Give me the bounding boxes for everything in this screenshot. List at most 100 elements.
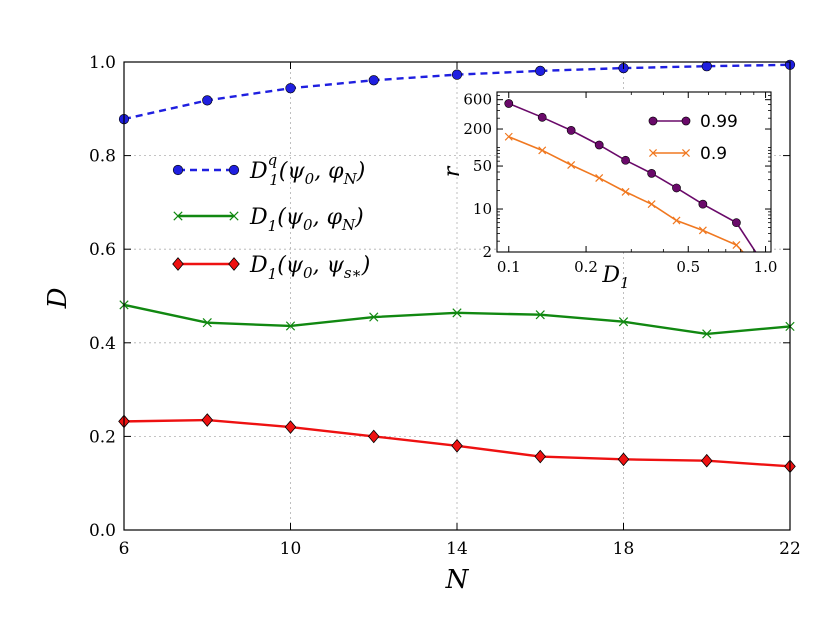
inset-data-point-1 (732, 240, 741, 249)
series-line-1 (123, 303, 791, 336)
y-tick-label: 0.8 (89, 147, 116, 167)
inset-y-tick-label: 2 (482, 243, 492, 261)
inset-data-point-0 (537, 112, 547, 122)
y-tick-label: 0.0 (89, 521, 116, 541)
legend-label-part: (ψ (277, 253, 304, 278)
x-tick-label: 18 (613, 539, 635, 559)
legend-marker-2 (172, 257, 184, 271)
inset-x-tick-label: 0.1 (497, 258, 521, 276)
legend-marker-0 (172, 164, 184, 176)
inset-data-point-0 (732, 218, 741, 228)
data-point-1 (202, 318, 212, 328)
data-point-1 (452, 308, 462, 318)
inset-y-tick-label: 50 (473, 157, 492, 175)
y-tick-label: 0.6 (89, 240, 116, 260)
inset-y-tick-label: 200 (463, 120, 492, 138)
inset-legend: 0.99 0.9 (648, 112, 738, 164)
data-point-2 (284, 420, 297, 434)
legend-label-part: , φ (313, 205, 343, 230)
legend-label-part: D (249, 159, 268, 184)
legend-label-1: D1(ψ0, φN) (249, 205, 364, 235)
data-point-0 (701, 61, 712, 72)
y-tick-label: 1.0 (89, 53, 116, 73)
inset-data-point-0 (647, 168, 656, 178)
inset-y-tick-label: 600 (463, 91, 492, 109)
legend-label-part: 1 (268, 217, 278, 235)
inset-x-tick-label: 0.2 (574, 258, 598, 276)
data-point-0 (368, 75, 379, 86)
data-point-2 (201, 413, 214, 427)
data-point-2 (617, 452, 630, 467)
data-point-0 (285, 83, 296, 94)
inset-legend-label-1: 0.9 (700, 144, 727, 164)
inset-data-point-1 (621, 187, 630, 196)
inset-data-point-0 (594, 140, 604, 150)
inset-data-point-0 (698, 199, 708, 209)
inset-data-point-1 (595, 173, 604, 182)
x-axis-label: N (445, 565, 470, 595)
inset-legend-marker-0 (681, 116, 691, 126)
legend-label-part: 1 (269, 171, 279, 189)
legend-label-2: D1(ψ0, ψs∗) (249, 253, 370, 283)
inset-data-point-1 (698, 226, 707, 235)
data-point-2 (367, 429, 380, 444)
inset-x-tick-label: 0.5 (676, 258, 700, 276)
inset-data-point-1 (647, 200, 656, 209)
legend-label-part: 0 (305, 170, 315, 188)
legend-marker-1 (173, 211, 183, 221)
y-tick-label: 0.4 (89, 334, 116, 354)
x-tick-label: 14 (446, 539, 468, 559)
data-point-1 (702, 329, 712, 339)
inset-legend-marker-1 (649, 149, 657, 157)
inset-chart: 0.1 0.2 0.5 1.0 2 10 50 200 600 r D1 0.99 0.9 (440, 91, 777, 292)
data-point-1 (618, 317, 629, 327)
inset-tick-labels: 0.1 0.2 0.5 1.0 2 10 50 200 600 (463, 91, 777, 276)
inset-data-point-1 (538, 146, 547, 155)
inset-x-axis-label-main: D (601, 263, 620, 288)
legend-label-0: Dq 1(ψ0, φN) (249, 151, 365, 189)
x-tick-label: 22 (779, 539, 801, 559)
inset-data-point-1 (504, 132, 513, 141)
legend-label-part: 0 (303, 216, 313, 234)
legend-label-part: N (341, 216, 356, 234)
legend-label-part: (ψ (279, 159, 306, 184)
legend-label-part: , φ (314, 159, 344, 184)
legend-marker-1 (229, 211, 239, 221)
inset-data-point-1 (672, 216, 681, 225)
legend-label-part: s∗ (344, 264, 362, 282)
y-axis-label: D (43, 287, 73, 309)
legend-label-part: ) (356, 159, 366, 184)
legend-label-part: 1 (268, 265, 278, 283)
legend-label-part: D (249, 253, 268, 278)
data-point-0 (202, 95, 213, 106)
inset-x-axis-label-sub: 1 (620, 274, 630, 292)
inset-axis-ticks (497, 92, 771, 253)
legend-label-part: 0 (303, 264, 313, 282)
y-tick-label: 0.2 (89, 427, 116, 447)
data-point-2 (451, 438, 463, 453)
legend-label-sup: q (268, 151, 278, 169)
legend-label-part: N (343, 170, 358, 188)
main-series-markers (118, 59, 796, 474)
data-point-2 (534, 449, 547, 464)
legend-marker-2 (228, 257, 240, 271)
inset-series-line-1 (508, 135, 744, 252)
inset-legend-marker-1 (682, 149, 690, 157)
data-point-0 (451, 69, 463, 80)
inset-y-axis-label: r (440, 165, 465, 177)
data-point-0 (535, 65, 546, 76)
inset-y-tick-label: 10 (473, 200, 492, 218)
inset-data-point-0 (621, 155, 630, 165)
legend-label-part: ) (361, 253, 371, 278)
inset-x-tick-label: 1.0 (754, 258, 778, 276)
inset-legend-marker-0 (648, 116, 658, 126)
data-point-2 (700, 453, 713, 468)
data-point-1 (285, 321, 296, 331)
inset-x-axis-label: D1 (601, 263, 629, 292)
main-tick-labels: 6 10 14 18 220.00.20.40.60.81.0 (89, 53, 801, 559)
legend-label-part: D (249, 205, 268, 230)
data-point-1 (369, 312, 379, 322)
inset-data-point-1 (567, 160, 576, 169)
legend-marker-0 (228, 164, 240, 176)
